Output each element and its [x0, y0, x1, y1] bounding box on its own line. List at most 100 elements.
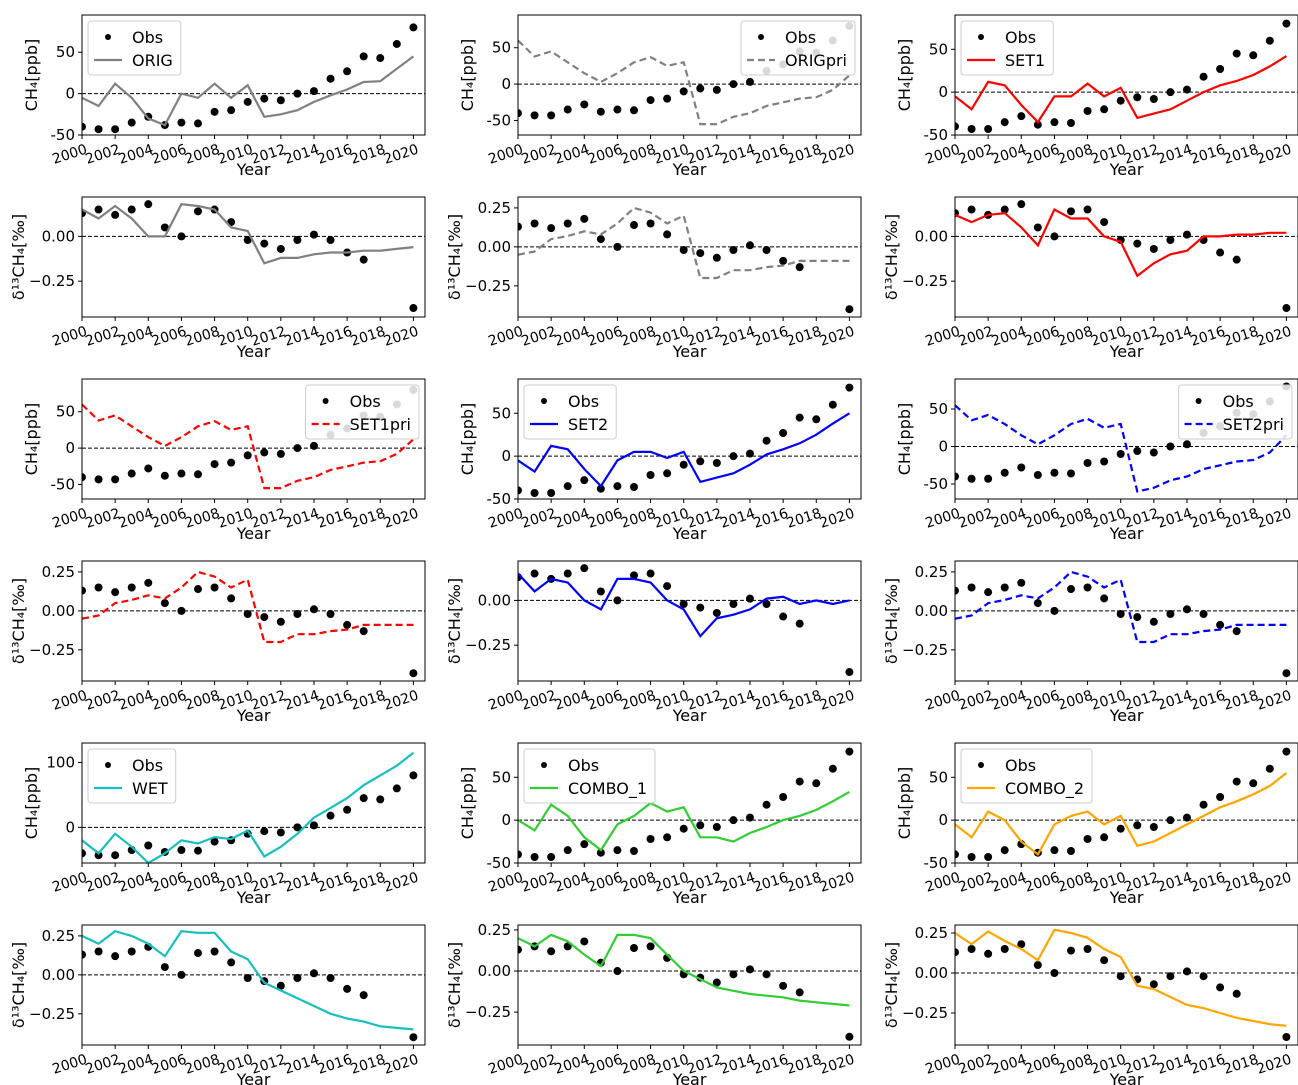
obs-point [293, 609, 302, 618]
obs-point [613, 242, 622, 251]
y-axis-label: CH₄[ppb] [22, 39, 41, 112]
x-tick-label: 2020 [382, 688, 421, 714]
x-axis-label: Year [1109, 160, 1144, 179]
obs-point [1066, 119, 1075, 127]
y-axis-label: CH₄[ppb] [895, 403, 914, 476]
panel: 2000200220042006200820102012201420162018… [458, 742, 862, 907]
legend-box [960, 748, 1093, 804]
obs-point [580, 564, 589, 573]
y-tick-label: 50 [56, 403, 75, 421]
obs-point [1017, 200, 1026, 209]
obs-point [1050, 846, 1059, 855]
obs-point [1216, 983, 1225, 992]
legend-box [87, 748, 177, 804]
obs-point [613, 482, 622, 491]
obs-point [276, 96, 285, 105]
obs-point [309, 821, 318, 830]
y-tick-label: 0.00 [478, 591, 511, 609]
axes-frame [81, 742, 426, 864]
obs-point [1000, 118, 1009, 127]
obs-point [518, 945, 522, 954]
legend-box [305, 384, 420, 440]
legend-label: Obs [1005, 756, 1036, 775]
legend-label: Obs [568, 756, 599, 775]
obs-point [193, 585, 202, 594]
obs-point [193, 470, 202, 479]
x-tick-label: 2020 [818, 142, 857, 168]
obs-point [1033, 120, 1042, 129]
obs-point [547, 224, 556, 233]
obs-point [1050, 969, 1059, 977]
y-tick-label: -50 [924, 126, 949, 144]
obs-point [276, 981, 285, 990]
obs-point [1216, 620, 1225, 629]
obs-point [795, 619, 804, 628]
obs-point [1033, 599, 1042, 608]
legend: Obs COMBO_2 [960, 748, 1093, 804]
y-tick-label: 0.25 [42, 927, 75, 945]
obs-point [646, 942, 655, 951]
obs-point [243, 973, 252, 982]
obs-point [1232, 777, 1241, 786]
y-axis-label: δ¹³CH₄[‰] [882, 214, 901, 300]
obs-point [530, 853, 539, 861]
obs-point [309, 605, 318, 614]
x-tick-label: 2020 [382, 1052, 421, 1078]
model-line [955, 55, 1287, 124]
obs-point [518, 486, 522, 495]
model-line [82, 570, 414, 644]
y-tick-label: 0.25 [915, 924, 948, 942]
obs-point [679, 824, 688, 833]
obs-point [762, 245, 771, 254]
obs-point [276, 828, 285, 837]
legend-label: ORIGpri [785, 51, 847, 70]
obs-point [177, 232, 186, 241]
obs-point [359, 255, 368, 264]
model-line [82, 751, 415, 863]
obs-point [1000, 945, 1009, 953]
obs-point [260, 239, 269, 248]
obs-point [1265, 36, 1274, 45]
obs-point [1282, 304, 1291, 313]
obs-point [1216, 793, 1225, 801]
obs-point [193, 207, 202, 216]
legend-box [523, 748, 656, 804]
obs-point [1100, 105, 1109, 114]
legend-label: Obs [568, 392, 599, 411]
x-tick-label: 2020 [818, 506, 857, 532]
obs-point [1149, 244, 1158, 253]
obs-point [845, 747, 854, 756]
obs-point [629, 483, 638, 491]
obs-point [82, 122, 86, 131]
obs-point [1249, 779, 1258, 788]
obs-point [580, 840, 589, 849]
panel: 2000200220042006200820102012201420162018… [9, 560, 426, 725]
legend-label: Obs [1005, 28, 1036, 47]
obs-point [227, 958, 236, 967]
x-axis-label: Year [1109, 524, 1144, 543]
obs-point [729, 245, 738, 254]
obs-point [679, 460, 688, 469]
y-axis-label: δ¹³CH₄[‰] [9, 942, 28, 1028]
obs-point [326, 973, 335, 982]
x-tick-label: 2020 [818, 688, 857, 714]
obs-point [326, 235, 335, 244]
obs-point [729, 80, 738, 89]
obs-point [1083, 583, 1092, 592]
obs-point [243, 451, 252, 460]
obs-point [712, 253, 721, 262]
obs-point [629, 221, 638, 230]
obs-point [227, 594, 236, 603]
obs-point [745, 965, 754, 974]
panel: 2000200220042006200820102012201420162018… [445, 560, 862, 725]
obs-point [359, 794, 368, 803]
obs-point [563, 846, 572, 855]
obs-point [276, 449, 285, 458]
model-line [955, 772, 1288, 857]
obs-point [1100, 956, 1109, 965]
axes-frame [81, 924, 426, 1046]
obs-point [1083, 205, 1092, 214]
obs-point [1066, 585, 1075, 594]
obs-point [260, 448, 269, 457]
